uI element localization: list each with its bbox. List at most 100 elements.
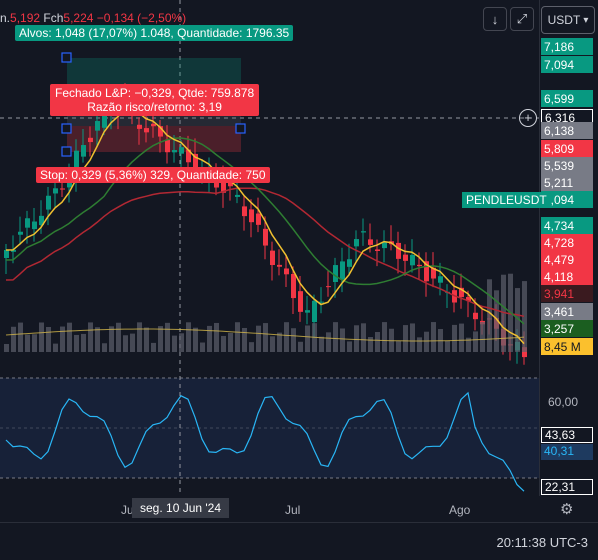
volume-bar bbox=[410, 323, 415, 352]
volume-bar bbox=[319, 336, 324, 352]
volume-bar bbox=[249, 342, 254, 352]
candle-body bbox=[193, 153, 198, 174]
candle-body bbox=[403, 254, 408, 261]
stop-label[interactable]: Stop: 0,329 (5,36%) 329, Quantidade: 750 bbox=[36, 167, 270, 183]
chart-canvas[interactable] bbox=[0, 0, 539, 496]
position-handle-stop[interactable] bbox=[61, 146, 72, 157]
candle-body bbox=[151, 123, 156, 127]
volume-bar bbox=[501, 274, 506, 352]
candle-body bbox=[347, 259, 352, 267]
volume-bar bbox=[18, 322, 23, 352]
download-button[interactable]: ↓ bbox=[483, 7, 507, 31]
volume-bar bbox=[452, 324, 457, 352]
candle-body bbox=[88, 137, 93, 143]
candle-body bbox=[284, 268, 289, 275]
price-label: 4,728 bbox=[541, 234, 593, 251]
candle-body bbox=[361, 231, 366, 233]
candle-body bbox=[32, 221, 37, 230]
rsi-current-value: 40,31 bbox=[541, 444, 593, 460]
volume-bar bbox=[354, 325, 359, 352]
price-chart-pane[interactable] bbox=[0, 0, 539, 496]
volume-bar bbox=[4, 344, 9, 352]
volume-bar bbox=[480, 322, 485, 352]
rsi-crosshair-value: 43,63 bbox=[541, 427, 593, 443]
chevron-down-icon: ▾ bbox=[583, 14, 589, 26]
price-label: 4,118 bbox=[541, 268, 593, 285]
volume-bar bbox=[172, 335, 177, 352]
volume-bar bbox=[25, 334, 30, 352]
price-label: 3,941 bbox=[541, 285, 593, 302]
volume-bar bbox=[74, 334, 79, 352]
candle-body bbox=[291, 273, 296, 299]
candle-body bbox=[319, 301, 324, 303]
volume-bar bbox=[291, 328, 296, 352]
price-label: 6,599 bbox=[541, 90, 593, 107]
position-handle-entry[interactable] bbox=[61, 123, 72, 134]
currency-selector[interactable]: USDT ▾ bbox=[541, 6, 595, 34]
volume-bar bbox=[116, 322, 121, 352]
fullscreen-button[interactable]: ⤢ bbox=[510, 7, 534, 31]
candle-body bbox=[228, 181, 233, 187]
settings-gear-icon[interactable]: ⚙ bbox=[560, 501, 574, 518]
candle-body bbox=[256, 213, 261, 225]
volume-bar bbox=[340, 328, 345, 352]
candle-body bbox=[326, 286, 331, 288]
volume-bar bbox=[228, 332, 233, 352]
time-label-jun: Ju bbox=[121, 503, 134, 517]
volume-bar bbox=[326, 332, 331, 352]
volume-bar bbox=[67, 322, 72, 352]
volume-bar bbox=[277, 332, 282, 352]
volume-bar bbox=[81, 333, 86, 352]
volume-bar bbox=[396, 341, 401, 352]
candle-body bbox=[25, 218, 30, 228]
volume-bar bbox=[361, 323, 366, 352]
candle-body bbox=[466, 297, 471, 302]
candle-body bbox=[438, 276, 443, 283]
volume-bar bbox=[403, 325, 408, 352]
closed-pnl-line1: Fechado L&P: −0,329, Qtde: 759.878 bbox=[55, 86, 255, 100]
volume-bar bbox=[417, 337, 422, 352]
position-handle-right[interactable] bbox=[235, 123, 246, 134]
rsi-level-60: 60,00 bbox=[548, 395, 579, 409]
volume-bar bbox=[487, 279, 492, 352]
volume-bar bbox=[305, 325, 310, 352]
volume-bar bbox=[494, 290, 499, 352]
volume-bar bbox=[263, 323, 268, 352]
candle-body bbox=[46, 195, 51, 210]
candle-body bbox=[459, 287, 464, 298]
plus-icon: + bbox=[524, 110, 532, 125]
volume-bar bbox=[375, 332, 380, 352]
volume-bar bbox=[53, 343, 58, 352]
price-label: 4,734 bbox=[541, 217, 593, 234]
volume-bar bbox=[123, 335, 128, 352]
volume-bar bbox=[214, 322, 219, 352]
volume-bar bbox=[109, 326, 114, 352]
candle-body bbox=[270, 250, 275, 266]
volume-bar bbox=[32, 334, 37, 352]
volume-bar bbox=[221, 335, 226, 352]
candle-body bbox=[410, 255, 415, 266]
candle-body bbox=[333, 265, 338, 283]
volume-bar bbox=[165, 322, 170, 352]
crosshair-date-label: seg. 10 Jun '24 bbox=[132, 498, 230, 518]
volume-bar bbox=[298, 341, 303, 352]
volume-bar bbox=[459, 323, 464, 352]
candle-body bbox=[221, 175, 226, 193]
volume-bar bbox=[46, 326, 51, 352]
time-label-jul: Jul bbox=[285, 503, 301, 517]
price-label: 7,094 bbox=[541, 56, 593, 73]
closed-pnl-label[interactable]: Fechado L&P: −0,329, Qtde: 759.878 Razão… bbox=[50, 84, 260, 116]
price-label: 8,45 M bbox=[541, 338, 593, 355]
volume-bar bbox=[60, 326, 65, 352]
candle-body bbox=[312, 300, 317, 323]
candle-body bbox=[74, 150, 79, 178]
add-alert-button[interactable]: + bbox=[519, 109, 537, 127]
candle-body bbox=[473, 312, 478, 320]
candle-body bbox=[95, 121, 100, 131]
candle-body bbox=[172, 150, 177, 153]
targets-label[interactable]: Alvos: 1,048 (17,07%) 1.048, Quantidade:… bbox=[15, 25, 294, 41]
price-label: 5,094 bbox=[541, 191, 593, 208]
position-handle-top[interactable] bbox=[61, 52, 72, 63]
candle-body bbox=[396, 242, 401, 259]
candle-body bbox=[354, 239, 359, 247]
